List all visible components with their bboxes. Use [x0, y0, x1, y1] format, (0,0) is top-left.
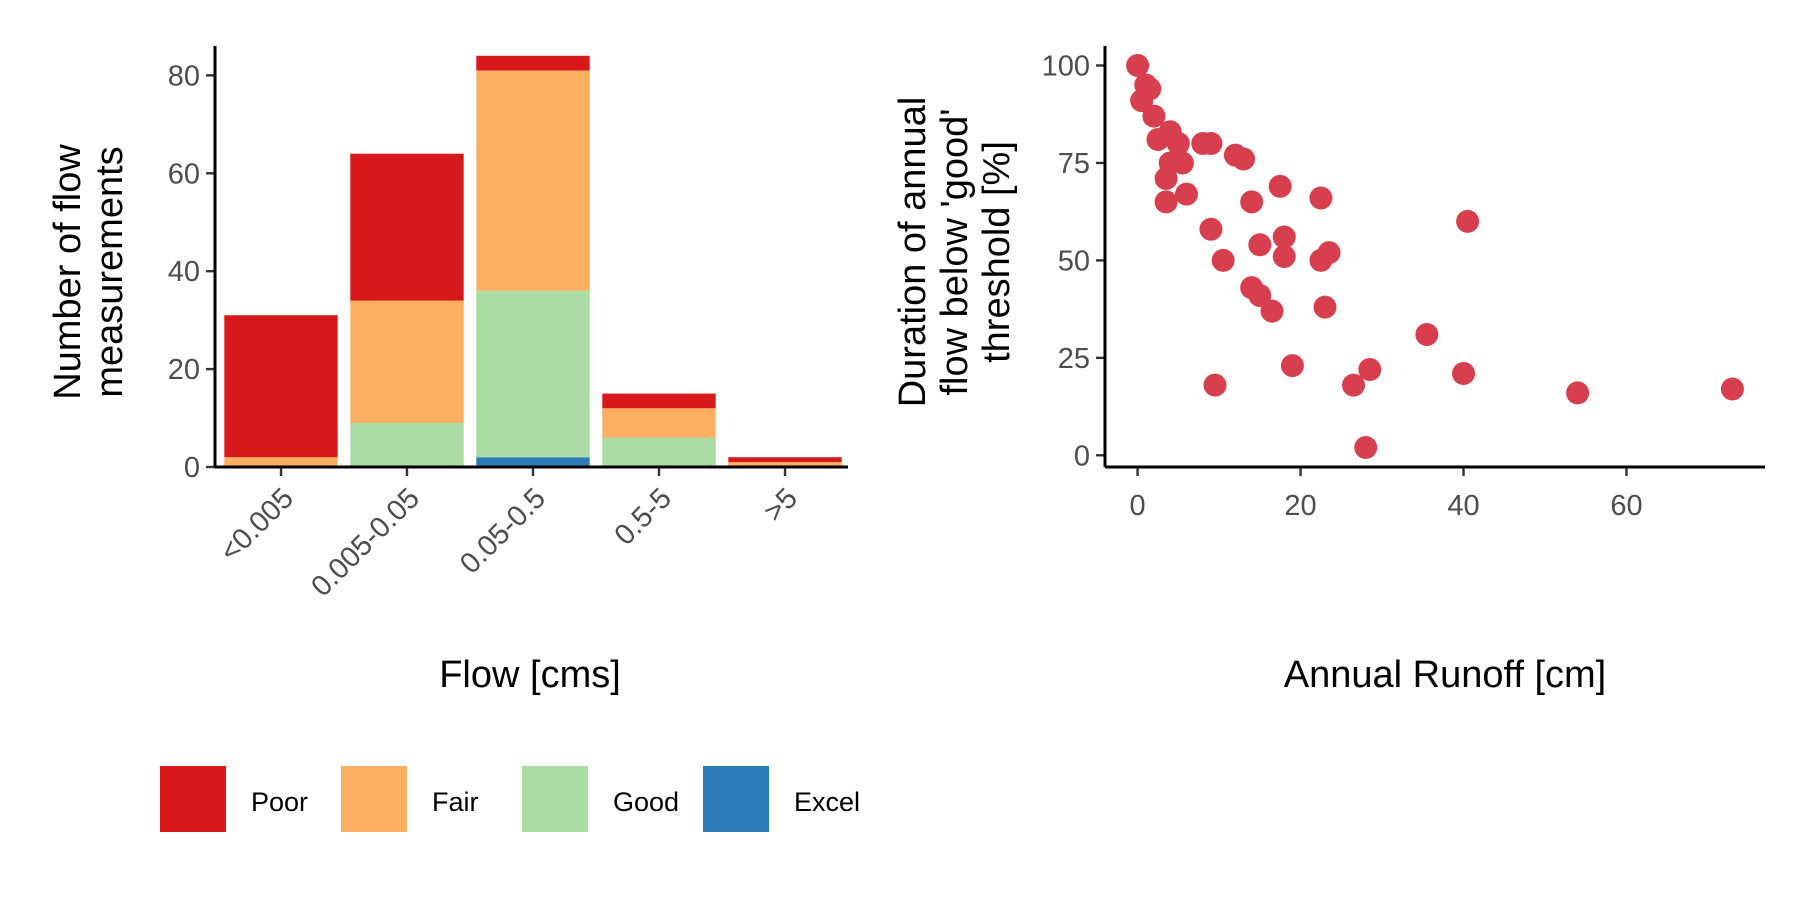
- bar-y-tick-label: 80: [168, 60, 200, 92]
- bar-y-tick-label: 0: [184, 452, 200, 484]
- scatter-point-23: [1260, 299, 1284, 323]
- scatter-x-axis-title: Annual Runoff [cm]: [1284, 654, 1606, 696]
- scatter-point-4: [1142, 104, 1166, 128]
- legend-key-poor: [160, 766, 226, 832]
- bar-x-axis-ticks: <0.005 0.005-0.05 0.05-0.5 0.5-5 >5: [214, 467, 804, 603]
- scatter-point-0: [1126, 53, 1150, 77]
- bar-segment-poor-0: [224, 315, 338, 458]
- scatter-point-30: [1313, 295, 1337, 319]
- scatter-point-14: [1199, 131, 1223, 155]
- bar-segment-poor-4: [728, 457, 842, 463]
- bar-segment-excel-2: [476, 457, 590, 467]
- scatter-point-26: [1272, 245, 1296, 268]
- bar-y-axis-title-group: Number of flow measurements: [47, 144, 131, 400]
- scatter-point-12: [1154, 190, 1178, 214]
- scatter-points: [1126, 53, 1744, 460]
- bar-y-axis-title-line-2: measurements: [89, 146, 131, 397]
- bar-x-tick-label-2: 0.05-0.5: [454, 482, 552, 580]
- bar-segment-fair-3: [602, 408, 716, 438]
- scatter-point-32: [1203, 373, 1227, 397]
- scatter-y-tick-label: 100: [1042, 50, 1090, 82]
- bar-segment-good-1: [350, 422, 464, 467]
- scatter-point-39: [1566, 381, 1590, 405]
- bar-x-tick-label-0: <0.005: [214, 482, 300, 568]
- bar-segment-poor-2: [476, 55, 590, 71]
- scatter-point-34: [1354, 436, 1378, 460]
- scatter-x-axis-ticks: 0 20 40 60: [1130, 467, 1643, 522]
- scatter-y-axis-title-line-2: flow below 'good': [934, 108, 976, 395]
- bar-segment-good-2: [476, 290, 590, 458]
- legend: Poor Fair Good Excel: [160, 766, 860, 832]
- scatter-x-tick-label: 0: [1130, 490, 1146, 522]
- legend-label-fair: Fair: [432, 787, 479, 817]
- bar-y-axis-title-line-1: Number of flow: [47, 144, 89, 400]
- legend-label-poor: Poor: [251, 787, 308, 817]
- bar-chart-panel: 0 20 40 60 80 <0.005 0.005-0.05 0.05-0.5 0.5-5 >…: [47, 46, 848, 696]
- bar-segment-fair-4: [728, 462, 842, 467]
- scatter-y-tick-label: 0: [1074, 440, 1090, 472]
- scatter-point-15: [1199, 217, 1223, 241]
- scatter-point-36: [1415, 322, 1439, 346]
- scatter-y-axis-title-line-3: threshold [%]: [976, 141, 1018, 363]
- legend-key-good: [522, 766, 588, 832]
- scatter-point-33: [1342, 373, 1366, 397]
- scatter-point-19: [1240, 190, 1264, 214]
- bar-marks: [224, 55, 842, 467]
- bar-y-tick-label: 60: [168, 158, 200, 190]
- legend-label-good: Good: [613, 787, 679, 817]
- scatter-point-38: [1456, 209, 1480, 233]
- scatter-point-25: [1272, 225, 1296, 249]
- scatter-point-24: [1268, 174, 1292, 198]
- scatter-point-10: [1170, 151, 1194, 175]
- scatter-point-3: [1138, 77, 1162, 101]
- scatter-point-40: [1720, 377, 1744, 401]
- scatter-point-27: [1280, 354, 1304, 378]
- bar-x-tick-label-4: >5: [758, 482, 804, 528]
- bar-segment-fair-0: [224, 457, 338, 467]
- scatter-point-11: [1174, 182, 1198, 206]
- legend-key-excel: [703, 766, 769, 832]
- bar-x-axis-title: Flow [cms]: [439, 654, 621, 696]
- bar-y-tick-label: 40: [168, 256, 200, 288]
- scatter-point-22: [1248, 233, 1272, 257]
- bar-segment-fair-2: [476, 70, 590, 291]
- scatter-y-tick-label: 50: [1058, 245, 1090, 277]
- scatter-point-21: [1248, 283, 1272, 307]
- scatter-plot-panel: 0 25 50 75 100 0 20 40 60 Annual Runoff [cm] Du…: [892, 46, 1765, 696]
- bar-segment-fair-1: [350, 300, 464, 423]
- scatter-y-axis-title-line-1: Duration of annual: [892, 97, 934, 408]
- bar-y-axis-ticks: 0 20 40 60 80: [168, 60, 215, 484]
- bar-x-tick-label-1: 0.005-0.05: [305, 482, 426, 603]
- legend-label-excel: Excel: [794, 787, 860, 817]
- scatter-y-axis-title-group: Duration of annual flow below 'good' thr…: [892, 97, 1018, 408]
- scatter-point-31: [1317, 241, 1341, 265]
- bar-segment-poor-3: [602, 393, 716, 409]
- scatter-point-37: [1452, 361, 1476, 385]
- bar-segment-poor-1: [350, 153, 464, 301]
- scatter-point-16: [1211, 248, 1235, 272]
- scatter-x-tick-label: 60: [1610, 490, 1642, 522]
- bar-segment-good-3: [602, 437, 716, 467]
- scatter-x-tick-label: 20: [1284, 490, 1316, 522]
- scatter-point-35: [1358, 358, 1382, 382]
- scatter-point-9: [1166, 131, 1190, 155]
- bar-y-tick-label: 20: [168, 354, 200, 386]
- scatter-point-28: [1309, 186, 1333, 210]
- bar-x-tick-label-3: 0.5-5: [609, 482, 678, 551]
- scatter-y-axis-ticks: 0 25 50 75 100: [1042, 50, 1105, 472]
- scatter-y-tick-label: 75: [1058, 148, 1090, 180]
- legend-key-fair: [341, 766, 407, 832]
- scatter-point-18: [1232, 147, 1256, 171]
- scatter-x-tick-label: 40: [1447, 490, 1479, 522]
- scatter-y-tick-label: 25: [1058, 343, 1090, 375]
